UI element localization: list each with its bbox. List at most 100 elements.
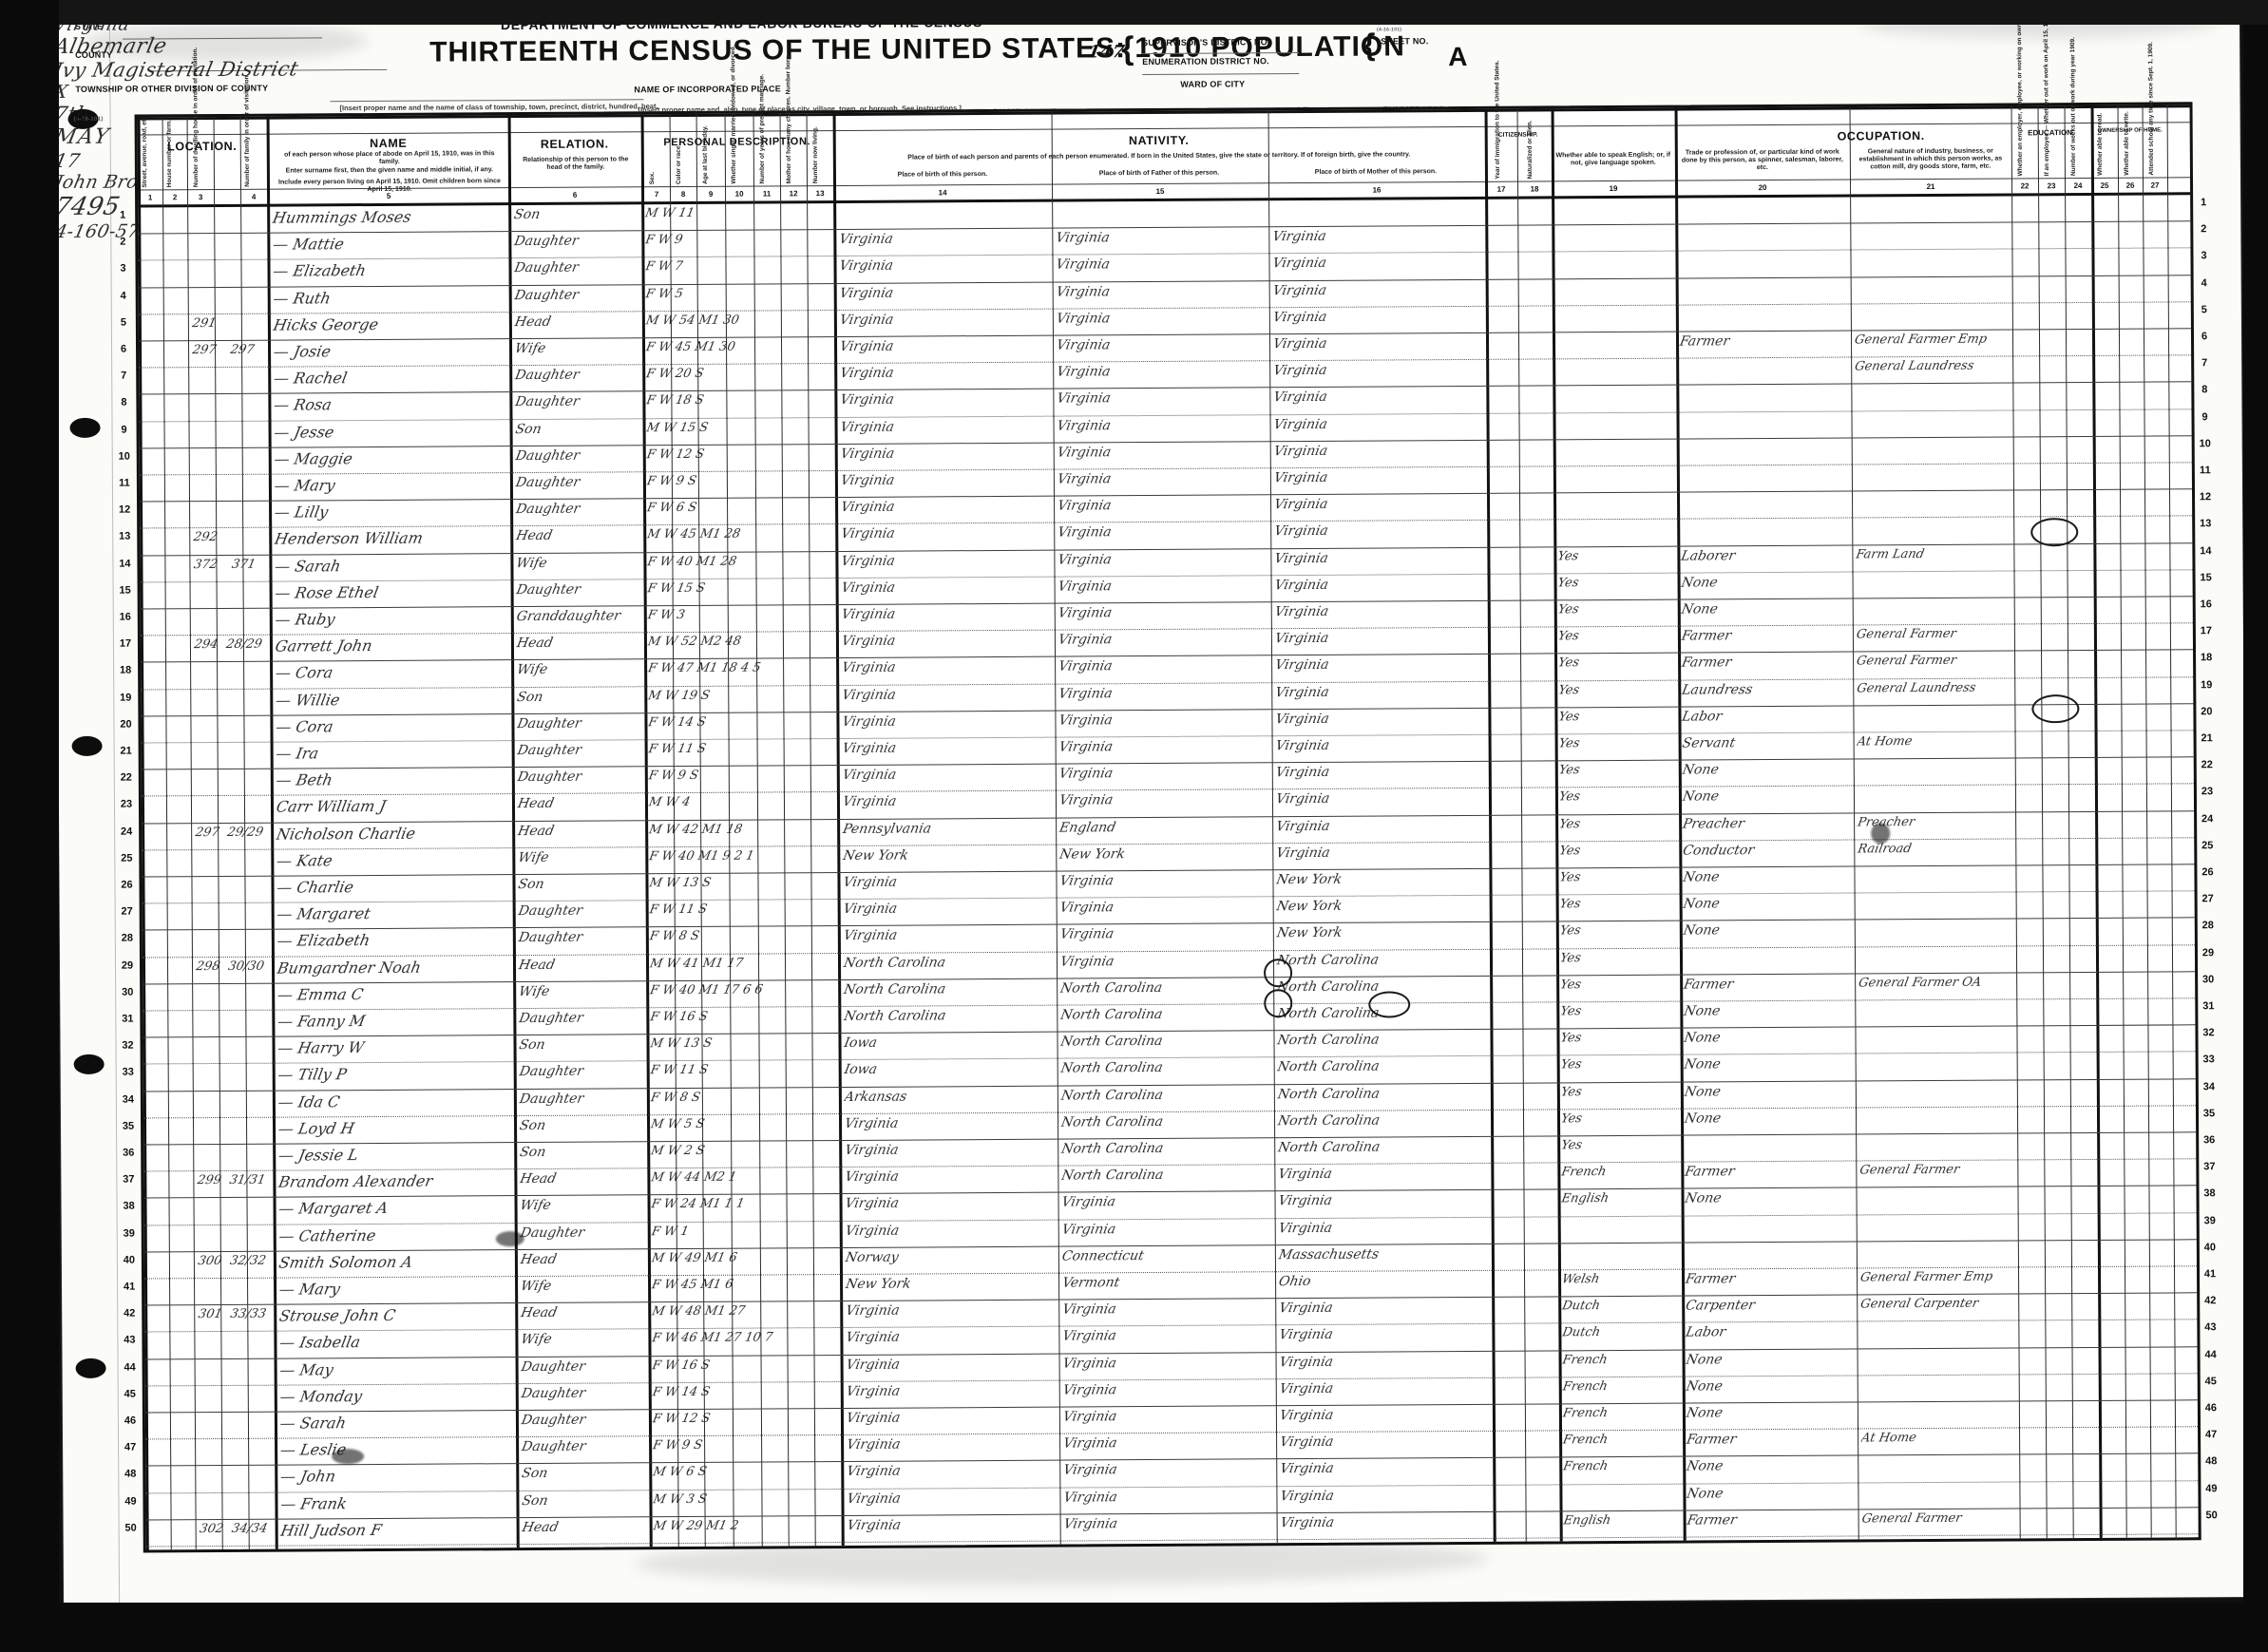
table-cell: M W 2 S bbox=[649, 1143, 706, 1159]
table-cell: Virginia bbox=[1272, 469, 1329, 486]
table-cell: 297 bbox=[229, 342, 256, 357]
table-cell: Virginia bbox=[1273, 577, 1330, 594]
table-cell: F W 16 S bbox=[651, 1358, 712, 1373]
col-26-label: Whether able to write. bbox=[2123, 111, 2130, 176]
table-cell: Virginia bbox=[840, 606, 897, 622]
table-cell: F W 11 S bbox=[649, 1063, 710, 1078]
table-cell: F W 40 M1 28 bbox=[646, 554, 738, 569]
table-cell: None bbox=[1685, 1458, 1725, 1474]
table-cell: Arkansas bbox=[843, 1089, 908, 1105]
table-cell: Virginia bbox=[1055, 256, 1112, 274]
table-cell: Virginia bbox=[1055, 364, 1113, 380]
table-cell: F W 15 S bbox=[646, 580, 707, 597]
table-cell: French bbox=[1561, 1459, 1610, 1474]
table-cell: Virginia bbox=[1056, 551, 1114, 568]
table-cell: Pennsylvania bbox=[841, 821, 933, 837]
table-cell: Wife bbox=[516, 849, 550, 865]
table-cell: M W 13 S bbox=[649, 1036, 714, 1052]
row-number: 29 bbox=[2201, 946, 2215, 959]
ink-circle bbox=[1264, 989, 1293, 1018]
table-cell: Head bbox=[519, 1305, 559, 1321]
table-cell: None bbox=[1685, 1351, 1725, 1368]
table-cell: Virginia bbox=[1271, 335, 1328, 352]
table-cell: M W 3 S bbox=[652, 1491, 709, 1507]
table-cell: None bbox=[1685, 1485, 1725, 1502]
table-cell: Virginia bbox=[1273, 657, 1330, 674]
table-cell: Virginia bbox=[840, 660, 897, 676]
ink-smudge bbox=[332, 1449, 365, 1465]
table-cell: None bbox=[1680, 601, 1720, 617]
row-number: 25 bbox=[121, 852, 133, 864]
table-cell: Granddaughter bbox=[515, 608, 622, 625]
table-cell: North Carolina bbox=[842, 954, 947, 971]
table-cell: Daughter bbox=[516, 769, 583, 786]
table-cell: Virginia bbox=[842, 901, 899, 918]
table-cell: Daughter bbox=[520, 1385, 587, 1401]
row-number: 50 bbox=[2205, 1509, 2218, 1522]
table-cell: F W 6 S bbox=[645, 501, 698, 516]
table-cell: Connecticut bbox=[1060, 1247, 1146, 1264]
table-cell: Yes bbox=[1558, 978, 1583, 993]
table-cell: Virginia bbox=[1056, 524, 1114, 541]
row-number: 28 bbox=[121, 932, 133, 945]
ink-circle bbox=[1368, 991, 1411, 1018]
table-cell: Daughter bbox=[514, 447, 581, 464]
table-cell: Virginia bbox=[1272, 497, 1329, 513]
colnum-6: 6 bbox=[572, 190, 578, 199]
table-cell: New York bbox=[841, 847, 910, 864]
table-cell: F W 16 S bbox=[648, 1009, 709, 1025]
row-number: 31 bbox=[122, 1013, 134, 1025]
table-cell: Virginia bbox=[1058, 739, 1115, 755]
table-cell: — Tilly P bbox=[276, 1065, 349, 1085]
table-cell: Virginia bbox=[1278, 1461, 1336, 1477]
table-cell: Virginia bbox=[844, 1196, 901, 1212]
table-cell: 299 bbox=[196, 1173, 223, 1188]
table-cell: Wife bbox=[519, 1278, 553, 1295]
group-name-sub2: Enter surname first, then the given name… bbox=[285, 166, 494, 175]
table-cell: Son bbox=[515, 689, 544, 705]
col-23-label: If an employee — Whether out of work on … bbox=[2042, 11, 2050, 177]
row-number: 10 bbox=[118, 450, 130, 463]
row-number: 38 bbox=[2203, 1187, 2216, 1200]
table-cell: — Fanny M bbox=[276, 1012, 367, 1031]
table-cell: 31/31 bbox=[228, 1172, 267, 1188]
table-cell: Virginia bbox=[1278, 1488, 1336, 1504]
table-cell: Brandom Alexander bbox=[276, 1171, 434, 1191]
row-number: 36 bbox=[123, 1147, 135, 1159]
table-cell: French bbox=[1561, 1406, 1610, 1421]
table-cell: Virginia bbox=[843, 1142, 901, 1158]
row-number: 4 bbox=[2201, 276, 2207, 289]
table-cell: Virginia bbox=[1056, 417, 1113, 434]
table-cell: None bbox=[1683, 1111, 1723, 1127]
table-cell: French bbox=[1561, 1352, 1609, 1367]
table-cell: F W 46 M1 27 10 7 bbox=[651, 1330, 774, 1346]
table-cell: M W 42 M1 18 bbox=[647, 822, 744, 837]
col-8-label: Color or race. bbox=[675, 143, 682, 185]
table-cell: Virginia bbox=[1060, 1301, 1118, 1318]
table-cell: Virginia bbox=[845, 1410, 902, 1426]
table-cell: Virginia bbox=[844, 1223, 901, 1239]
table-cell: Wife bbox=[517, 983, 551, 999]
table-cell: Daughter bbox=[520, 1438, 587, 1455]
colnum-26: 26 bbox=[2125, 180, 2135, 190]
table-cell: Virginia bbox=[1274, 737, 1331, 754]
table-cell: Daughter bbox=[517, 930, 584, 946]
row-number: 8 bbox=[2201, 384, 2208, 396]
table-cell: French bbox=[1561, 1433, 1610, 1448]
table-cell: F W 14 S bbox=[651, 1384, 712, 1400]
row-number: 18 bbox=[2200, 652, 2213, 664]
table-cell: None bbox=[1681, 869, 1721, 885]
table-cell: — Cora bbox=[274, 663, 335, 683]
ink-circle bbox=[2030, 518, 2079, 547]
table-cell: Virginia bbox=[840, 633, 897, 650]
table-cell: Daughter bbox=[515, 715, 583, 731]
table-cell: Head bbox=[514, 528, 554, 544]
table-cell: Virginia bbox=[1061, 1382, 1118, 1398]
table-cell: None bbox=[1682, 922, 1722, 939]
table-cell: Virginia bbox=[843, 1168, 901, 1186]
table-cell: General Farmer bbox=[1860, 1510, 1963, 1527]
row-number: 20 bbox=[2201, 705, 2213, 718]
table-cell: Virginia bbox=[1274, 845, 1332, 862]
table-cell: — John bbox=[278, 1467, 337, 1487]
table-cell: 372 bbox=[192, 557, 219, 572]
